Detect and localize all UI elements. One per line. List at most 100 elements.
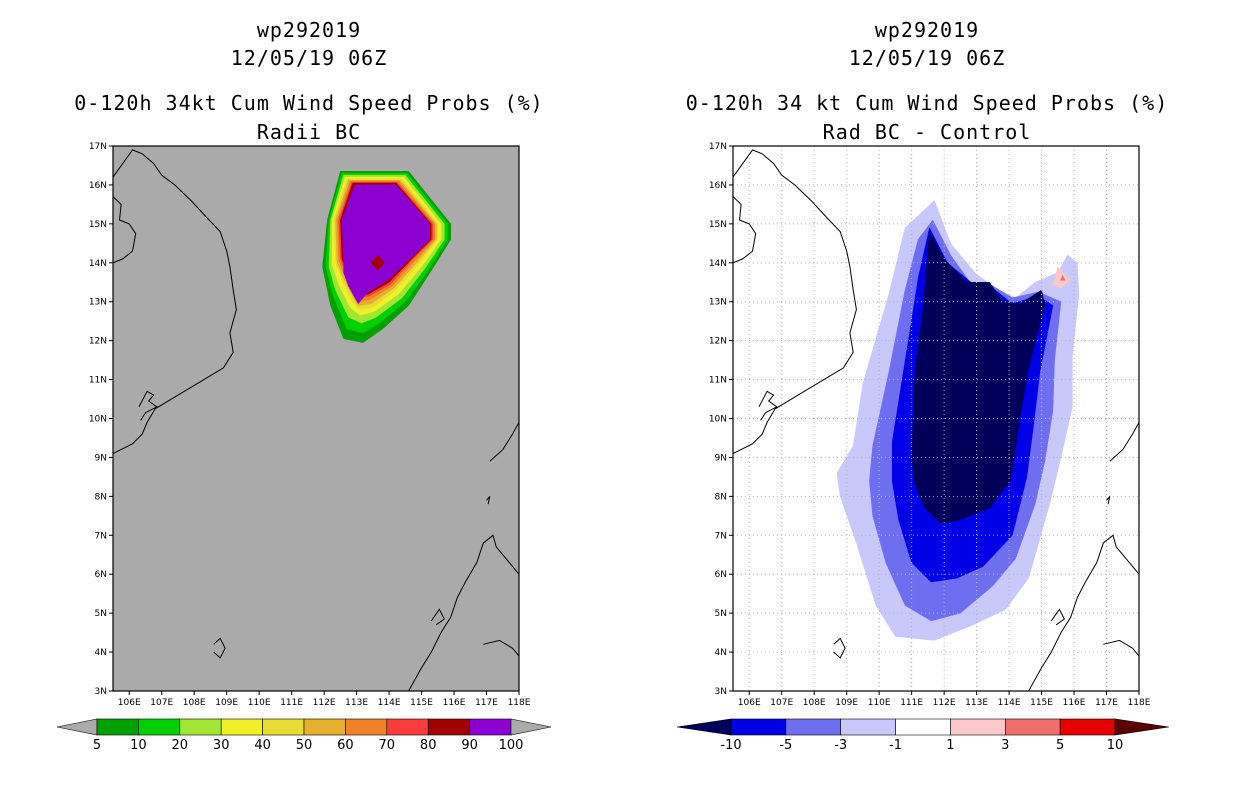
map-background <box>113 146 519 691</box>
right-map-plot: 106E 107E 108E 109E 110E 111E 112E 113E 114E 115E… <box>676 142 1170 753</box>
colorbar-label: 90 <box>461 738 478 753</box>
x-tick-label: 113E <box>345 698 368 708</box>
x-tick-label: 112E <box>313 698 336 708</box>
x-tick-label: 117E <box>1095 698 1118 708</box>
x-tick-label: 106E <box>118 698 141 708</box>
y-tick-label: 10N <box>709 415 727 425</box>
coastline <box>408 534 519 691</box>
y-tick-label: 4N <box>95 648 107 658</box>
colorbar-label: 60 <box>337 738 354 753</box>
y-tick-label: 9N <box>715 453 727 463</box>
colorbar-label: 10 <box>130 738 147 753</box>
coastline <box>733 196 757 264</box>
y-tick-label: 16N <box>89 181 107 191</box>
left-chart-panel: wp292019 12/05/19 06Z 0-120h 34kt Cum Wi… <box>56 18 552 753</box>
contour-region-90 <box>341 184 430 305</box>
colorbar-label: -5 <box>779 738 792 753</box>
y-tick-label: 6N <box>95 570 107 580</box>
colorbar-swatch <box>1059 718 1116 736</box>
coastline <box>430 608 445 626</box>
colorbar-label: 30 <box>213 738 230 753</box>
x-tick-label: 117E <box>475 698 498 708</box>
y-tick-label: 17N <box>89 142 107 152</box>
y-tick-label: 3N <box>715 687 727 697</box>
y-tick-label: 8N <box>715 492 727 502</box>
colorbar-under-arrow <box>56 718 98 736</box>
colorbar-label: 70 <box>379 738 396 753</box>
colorbar-swatch <box>895 718 951 736</box>
y-tick-label: 5N <box>715 609 727 619</box>
x-tick-label: 111E <box>900 698 923 708</box>
colorbar-label: -3 <box>834 738 847 753</box>
coastline <box>483 639 519 657</box>
colorbar-swatch <box>96 718 139 736</box>
coastline <box>833 637 846 659</box>
y-tick-label: 8N <box>95 492 107 502</box>
coastline <box>113 196 137 264</box>
colorbar-label: 50 <box>296 738 313 753</box>
y-tick-label: 14N <box>709 259 727 269</box>
y-tick-label: 4N <box>715 648 727 658</box>
y-tick-label: 7N <box>95 531 107 541</box>
coastline <box>758 390 778 421</box>
y-tick-label: 10N <box>89 415 107 425</box>
colorbar-swatch <box>950 718 1006 736</box>
colorbar-label: -10 <box>720 738 741 753</box>
coastline <box>113 149 237 454</box>
x-tick-label: 109E <box>835 698 858 708</box>
y-tick-label: 9N <box>95 453 107 463</box>
x-tick-label: 118E <box>508 698 531 708</box>
left-datetime: 12/05/19 06Z <box>230 46 388 70</box>
y-tick-label: 16N <box>709 181 727 191</box>
y-tick-label: 12N <box>709 337 727 347</box>
y-tick-label: 12N <box>89 337 107 347</box>
colorbar-under-arrow <box>676 718 732 736</box>
x-tick-label: 115E <box>410 698 433 708</box>
colorbar-swatch <box>1004 718 1061 736</box>
x-tick-label: 108E <box>803 698 826 708</box>
coastline <box>213 637 226 659</box>
colorbar-swatch <box>427 718 470 736</box>
y-tick-label: 7N <box>715 531 727 541</box>
y-tick-label: 11N <box>709 376 727 386</box>
colorbar-swatch <box>469 718 512 736</box>
colorbar-label: -1 <box>889 738 902 753</box>
x-tick-label: 106E <box>738 698 761 708</box>
colorbar-over-arrow <box>510 718 552 736</box>
colorbar-swatch <box>220 718 263 736</box>
coastline <box>486 496 491 505</box>
y-tick-label: 15N <box>89 220 107 230</box>
y-tick-label: 14N <box>89 259 107 269</box>
colorbar-over-arrow <box>1114 718 1170 736</box>
coastline <box>1103 639 1139 657</box>
colorbar-label: 100 <box>499 738 524 753</box>
x-tick-label: 107E <box>770 698 793 708</box>
right-datetime: 12/05/19 06Z <box>848 46 1006 70</box>
left-chart-subtitle: Radii BC <box>256 120 362 144</box>
coastline <box>138 390 158 421</box>
colorbar-swatch <box>386 718 429 736</box>
x-tick-label: 112E <box>933 698 956 708</box>
x-tick-label: 118E <box>1128 698 1151 708</box>
y-tick-label: 13N <box>709 298 727 308</box>
x-tick-label: 111E <box>280 698 303 708</box>
colorbar-label: 5 <box>93 738 101 753</box>
right-chart-panel: wp292019 12/05/19 06Z 0-120h 34 kt Cum W… <box>618 0 1236 800</box>
left-chart-title: 0-120h 34kt Cum Wind Speed Probs (%) <box>74 91 544 115</box>
contour-region-3 <box>1060 274 1066 281</box>
y-tick-label: 5N <box>95 609 107 619</box>
left-storm-id: wp292019 <box>256 18 362 42</box>
coastline <box>1028 534 1139 691</box>
colorbar-swatch <box>138 718 181 736</box>
colorbar-label: 1 <box>946 738 954 753</box>
colorbar-swatch <box>179 718 222 736</box>
colorbar-label: 3 <box>1001 738 1009 753</box>
y-tick-label: 15N <box>709 220 727 230</box>
x-tick-label: 108E <box>183 698 206 708</box>
y-tick-label: 13N <box>89 298 107 308</box>
colorbar-swatch <box>785 718 842 736</box>
right-chart-subtitle: Rad BC - Control <box>822 120 1032 144</box>
colorbar-swatch <box>303 718 346 736</box>
colorbar-swatch <box>730 718 787 736</box>
right-storm-id: wp292019 <box>874 18 980 42</box>
